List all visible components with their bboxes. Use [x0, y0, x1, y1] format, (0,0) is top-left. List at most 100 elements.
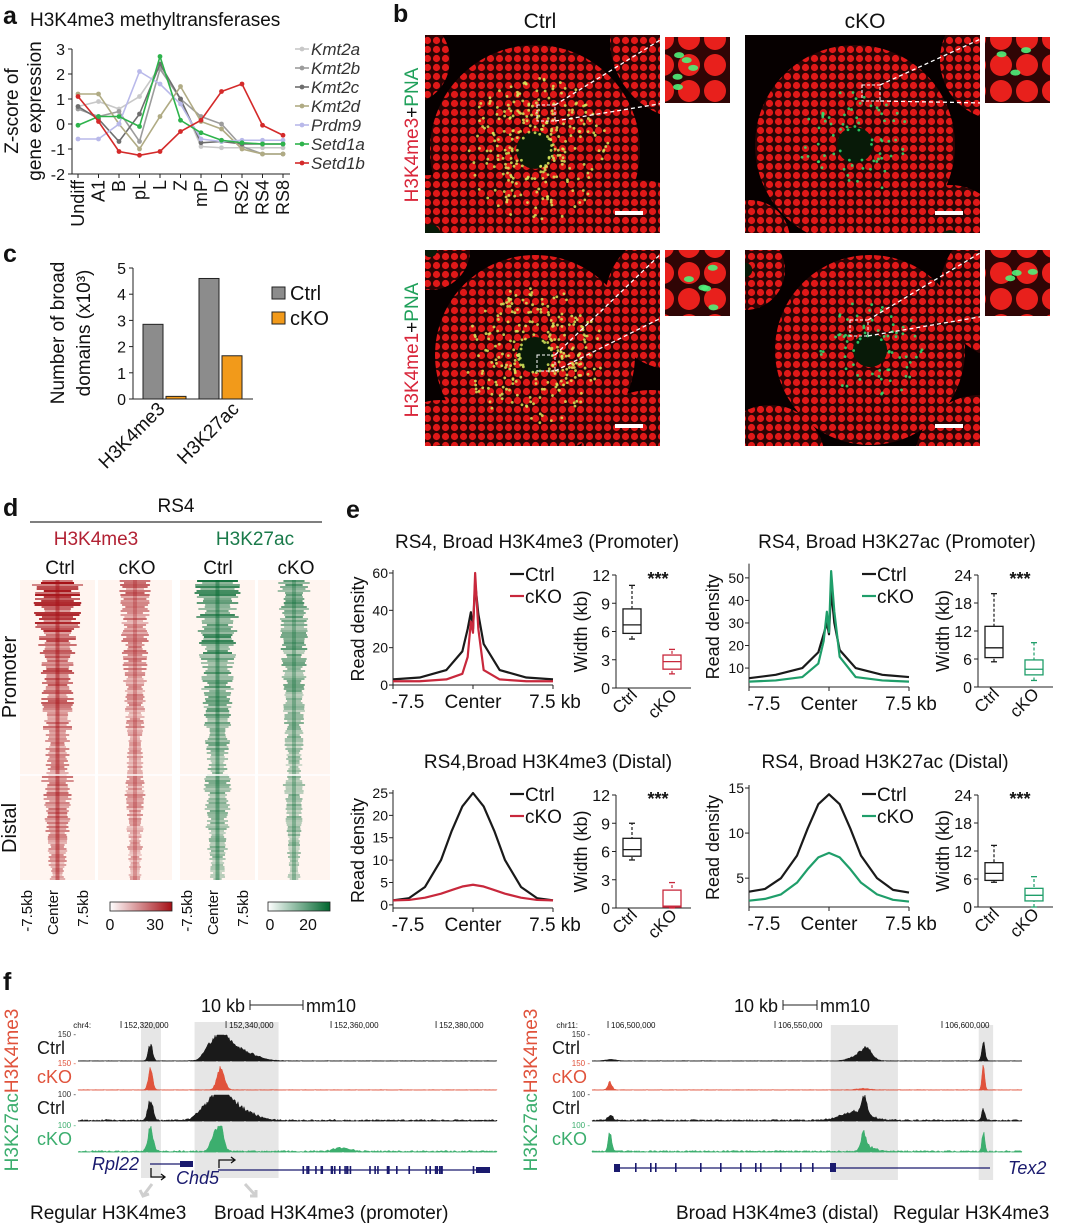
a-legend-marker — [299, 84, 305, 90]
pna-signal — [570, 110, 574, 114]
pna-signal — [505, 198, 509, 202]
box-xtick-label: cKO — [644, 905, 681, 942]
pna-signal — [551, 84, 555, 88]
pna-signal — [588, 119, 592, 123]
pna-signal — [547, 313, 551, 317]
heatmap-row — [286, 728, 302, 730]
pna-signal — [538, 369, 542, 373]
heatmap-row — [203, 692, 232, 694]
c-ytick-label: 0 — [117, 392, 126, 409]
heatmap-row — [119, 580, 151, 582]
a-point-Kmt2c — [75, 104, 81, 109]
pna-signal — [850, 108, 853, 111]
heatmap-row — [197, 630, 238, 632]
pna-signal — [844, 367, 848, 371]
pna-signal — [505, 94, 509, 98]
box-ytick-label: 0 — [963, 900, 972, 917]
heatmap-row — [208, 798, 227, 800]
signal-track — [77, 1034, 498, 1062]
panel-d-cond-1: Ctrl — [45, 558, 75, 579]
heatmap-row — [128, 874, 142, 876]
profile-legend-label: cKO — [525, 807, 562, 828]
pna-signal — [817, 160, 821, 164]
a-legend-label: Setd1b — [311, 154, 365, 173]
pna-signal — [506, 304, 510, 308]
pna-signal — [857, 121, 861, 125]
pna-signal — [540, 297, 544, 301]
pna-signal — [490, 392, 494, 396]
pna-signal — [497, 117, 501, 121]
heatmap-row — [280, 586, 308, 588]
pna-signal — [511, 129, 515, 132]
pna-signal — [511, 382, 515, 386]
a-point-Prdm9 — [280, 137, 286, 143]
heatmap-row — [287, 802, 301, 804]
pna-signal — [843, 355, 847, 359]
pna-signal — [475, 390, 478, 394]
heatmap-row — [206, 820, 229, 822]
pna-signal — [880, 306, 884, 309]
pna-signal — [590, 168, 594, 171]
heatmap-row — [280, 628, 308, 630]
heatmap-row — [285, 594, 303, 596]
heatmap-row — [286, 804, 302, 806]
pna-signal — [546, 330, 550, 334]
row2-stain: PNA — [402, 282, 423, 321]
pna-signal — [533, 125, 537, 129]
heatmap-center — [292, 580, 296, 880]
a-point-Kmt2c — [116, 139, 122, 144]
heatmap-row — [125, 606, 145, 608]
a-point-Setd1a — [75, 122, 81, 128]
pna-signal — [560, 317, 563, 321]
box-ytick-label: 18 — [954, 816, 972, 833]
a-legend-marker — [299, 103, 305, 109]
pna-signal — [542, 77, 546, 81]
a-point-Kmt2d — [137, 146, 142, 152]
gene-exon — [438, 1166, 441, 1174]
heatmap-row — [195, 584, 240, 586]
side-label: H3K27acH3K4me3 — [2, 1009, 23, 1172]
pna-signal — [597, 149, 601, 153]
pna-signal — [565, 367, 569, 371]
pna-signal — [495, 113, 499, 116]
pna-signal — [512, 164, 516, 168]
tubule-lumen — [943, 230, 957, 233]
pna-signal — [504, 166, 508, 169]
heatmap-row — [290, 866, 298, 868]
heatmap-row — [208, 794, 227, 796]
gene-exon — [635, 1163, 637, 1172]
pna-signal — [878, 368, 882, 372]
heatmap-row — [282, 588, 306, 590]
heatmap-row — [202, 634, 233, 636]
pna-signal — [821, 111, 825, 115]
a-xtick-label: Z — [171, 180, 191, 191]
heatmap-row — [280, 636, 308, 638]
gene-exon — [180, 1161, 193, 1167]
heatmap-row — [199, 654, 236, 656]
pna-signal — [578, 201, 582, 204]
pna-signal — [582, 162, 586, 166]
a-point-Setd1a — [260, 141, 265, 147]
pna-signal — [494, 380, 498, 384]
heatmap-row — [129, 866, 141, 868]
inset-pna-signal — [1005, 275, 1016, 282]
a-xtick-label: Undiff — [68, 179, 88, 227]
pna-signal — [583, 366, 587, 370]
heatmap-center — [215, 580, 220, 880]
pna-signal — [507, 297, 510, 300]
a-point-Prdm9 — [75, 136, 81, 142]
annotation-label: Broad H3K4me3 (promoter) — [214, 1203, 448, 1224]
pna-signal — [579, 362, 583, 366]
profile-ylabel: Read density — [703, 795, 723, 900]
tubule-lumen — [748, 232, 752, 233]
heatmap-row — [120, 614, 150, 616]
side-label-h3k27ac: H3K27ac — [521, 1093, 542, 1171]
pna-signal — [508, 304, 512, 308]
gene-exon — [425, 1166, 428, 1174]
pna-signal — [571, 346, 575, 350]
a-point-Setd1b — [239, 81, 245, 87]
heatmap-row — [124, 700, 146, 702]
pna-signal — [806, 154, 810, 158]
tubule-lumen — [517, 337, 553, 373]
heatmap-row — [128, 714, 142, 716]
